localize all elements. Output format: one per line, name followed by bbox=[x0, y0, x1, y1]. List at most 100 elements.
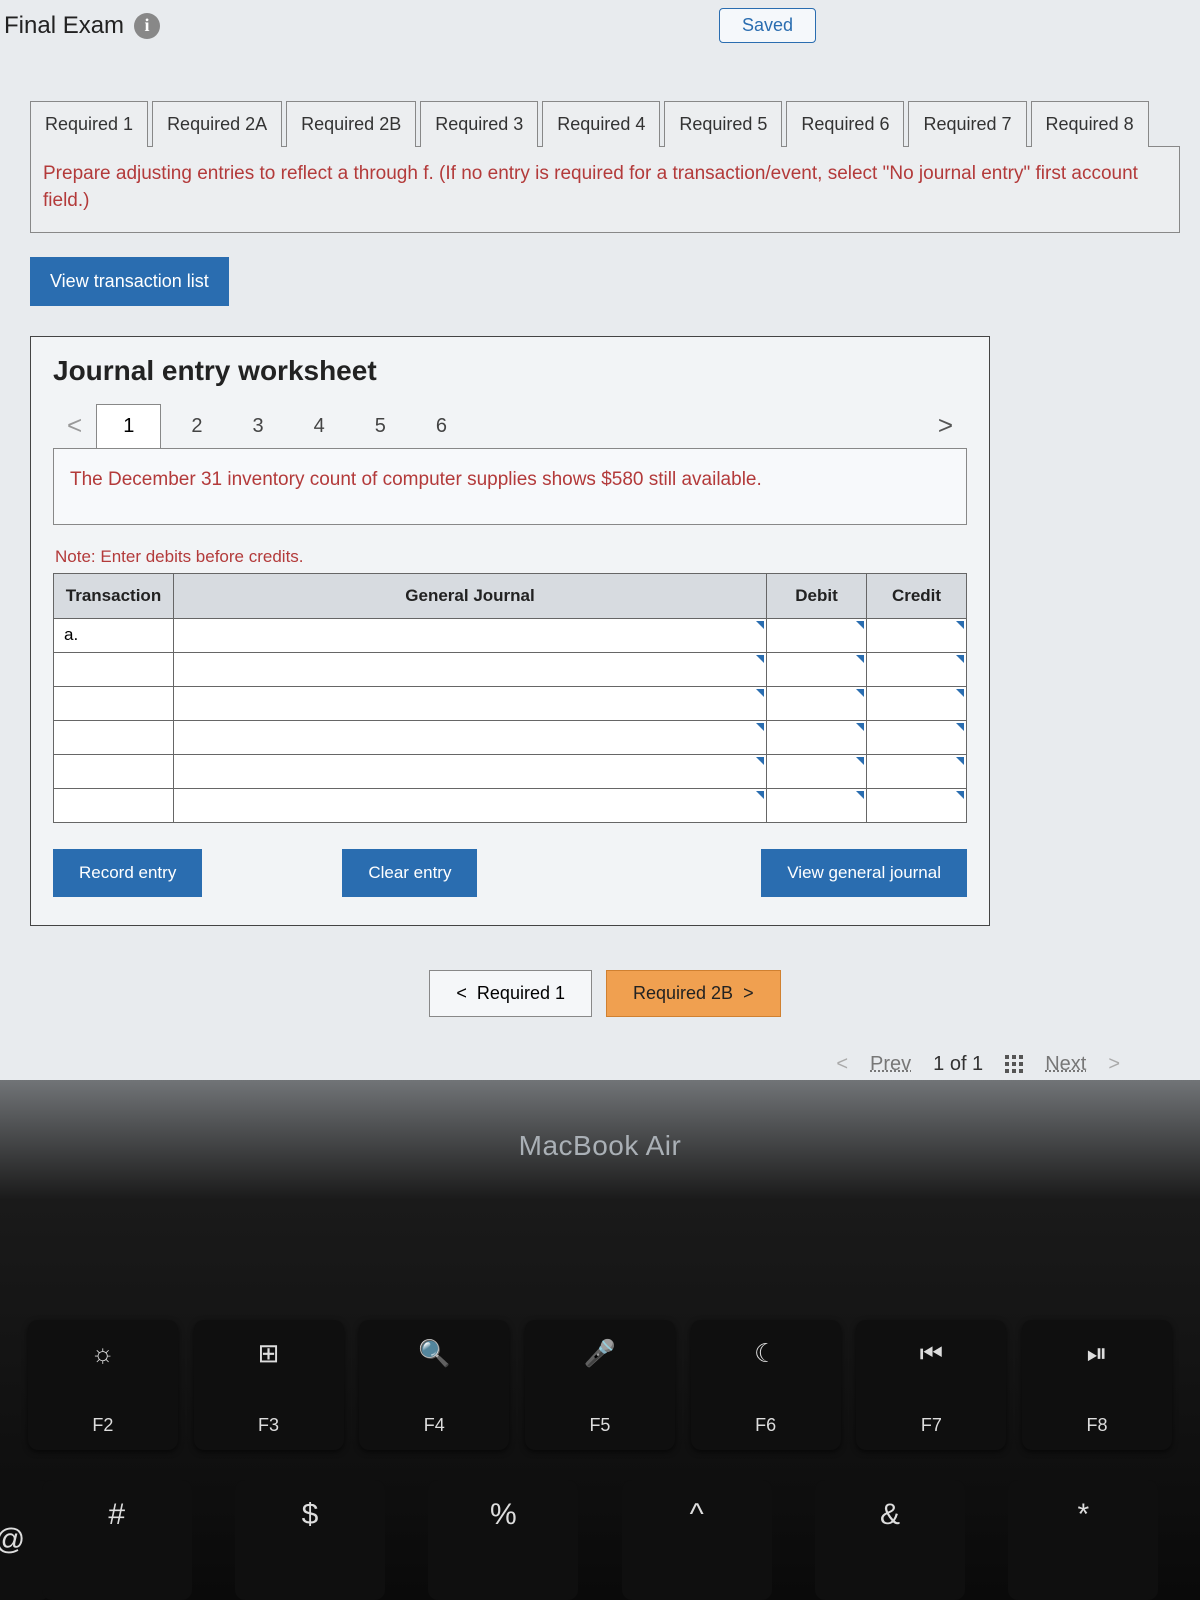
cell-debit[interactable] bbox=[767, 652, 867, 686]
laptop-model-label: MacBook Air bbox=[0, 1130, 1200, 1162]
tab-required-1[interactable]: Required 1 bbox=[30, 101, 148, 147]
worksheet-tab-2[interactable]: 2 bbox=[171, 405, 222, 448]
key-hash: # bbox=[42, 1480, 192, 1600]
key-caret: ^ bbox=[622, 1480, 772, 1600]
page-indicator: 1 of 1 bbox=[933, 1053, 983, 1076]
tab-required-6[interactable]: Required 6 bbox=[786, 101, 904, 147]
cell-general-journal[interactable] bbox=[174, 754, 767, 788]
search-icon: 🔍 bbox=[418, 1338, 450, 1369]
saved-badge: Saved bbox=[719, 8, 816, 43]
moon-icon: ☾ bbox=[754, 1338, 777, 1369]
table-row bbox=[54, 686, 967, 720]
tab-required-4[interactable]: Required 4 bbox=[542, 101, 660, 147]
chevron-left-icon: < bbox=[836, 1053, 848, 1076]
next-required-button[interactable]: Required 2B > bbox=[606, 970, 781, 1017]
cell-debit[interactable] bbox=[767, 686, 867, 720]
col-credit: Credit bbox=[867, 573, 967, 618]
required-tabs: Required 1 Required 2A Required 2B Requi… bbox=[30, 101, 1180, 147]
key-f2: ☼F2 bbox=[28, 1320, 178, 1450]
mic-icon: 🎤 bbox=[584, 1338, 616, 1369]
worksheet-tab-4[interactable]: 4 bbox=[294, 405, 345, 448]
chevron-right-icon: > bbox=[1108, 1053, 1120, 1076]
view-general-journal-button[interactable]: View general journal bbox=[761, 849, 967, 897]
clear-entry-button[interactable]: Clear entry bbox=[342, 849, 477, 897]
col-general-journal: General Journal bbox=[174, 573, 767, 618]
next-required-label: Required 2B bbox=[633, 983, 733, 1004]
key-dollar: $ bbox=[235, 1480, 385, 1600]
instruction-text: Prepare adjusting entries to reflect a t… bbox=[30, 146, 1180, 233]
cell-debit[interactable] bbox=[767, 720, 867, 754]
record-entry-button[interactable]: Record entry bbox=[53, 849, 202, 897]
journal-worksheet: Journal entry worksheet < 1 2 3 4 5 6 > … bbox=[30, 336, 990, 926]
key-f6: ☾F6 bbox=[691, 1320, 841, 1450]
cell-transaction[interactable] bbox=[54, 720, 174, 754]
worksheet-tab-6[interactable]: 6 bbox=[416, 405, 467, 448]
cell-credit[interactable] bbox=[867, 686, 967, 720]
footer-nav: < Prev 1 of 1 Next > bbox=[30, 1053, 1180, 1076]
info-icon[interactable]: i bbox=[134, 13, 160, 39]
table-row bbox=[54, 652, 967, 686]
cell-debit[interactable] bbox=[767, 618, 867, 652]
chevron-left-icon: < bbox=[456, 983, 467, 1004]
key-f4: 🔍F4 bbox=[359, 1320, 509, 1450]
cell-general-journal[interactable] bbox=[174, 720, 767, 754]
cell-debit[interactable] bbox=[767, 788, 867, 822]
tab-required-2b[interactable]: Required 2B bbox=[286, 101, 416, 147]
keyboard-fn-row: ☼F2 ⊞F3 🔍F4 🎤F5 ☾F6 ⏮F7 ⏯F8 bbox=[0, 1320, 1200, 1450]
cell-credit[interactable] bbox=[867, 754, 967, 788]
tab-required-7[interactable]: Required 7 bbox=[908, 101, 1026, 147]
worksheet-title: Journal entry worksheet bbox=[53, 355, 967, 387]
cell-credit[interactable] bbox=[867, 652, 967, 686]
grid-icon[interactable] bbox=[1005, 1055, 1023, 1073]
key-star: * bbox=[1008, 1480, 1158, 1600]
col-debit: Debit bbox=[767, 573, 867, 618]
cell-transaction[interactable]: a. bbox=[54, 618, 174, 652]
table-row bbox=[54, 754, 967, 788]
cell-transaction[interactable] bbox=[54, 652, 174, 686]
table-row: a. bbox=[54, 618, 967, 652]
worksheet-tab-1[interactable]: 1 bbox=[96, 404, 161, 449]
cell-general-journal[interactable] bbox=[174, 788, 767, 822]
prev-required-button[interactable]: < Required 1 bbox=[429, 970, 592, 1017]
chevron-right-icon: > bbox=[743, 983, 754, 1004]
key-amp: & bbox=[815, 1480, 965, 1600]
keyboard-num-row: # $ % ^ & * bbox=[0, 1480, 1200, 1600]
table-row bbox=[54, 720, 967, 754]
cell-credit[interactable] bbox=[867, 788, 967, 822]
table-row bbox=[54, 788, 967, 822]
cell-transaction[interactable] bbox=[54, 686, 174, 720]
tab-required-3[interactable]: Required 3 bbox=[420, 101, 538, 147]
prev-required-label: Required 1 bbox=[477, 983, 565, 1004]
cell-general-journal[interactable] bbox=[174, 686, 767, 720]
view-transaction-list-button[interactable]: View transaction list bbox=[30, 257, 229, 306]
worksheet-tab-3[interactable]: 3 bbox=[232, 405, 283, 448]
brightness-icon: ☼ bbox=[91, 1338, 115, 1369]
key-percent: % bbox=[428, 1480, 578, 1600]
cell-transaction[interactable] bbox=[54, 788, 174, 822]
page-title: Final Exam bbox=[4, 12, 124, 40]
cell-general-journal[interactable] bbox=[174, 618, 767, 652]
tab-required-2a[interactable]: Required 2A bbox=[152, 101, 282, 147]
tab-required-5[interactable]: Required 5 bbox=[664, 101, 782, 147]
prev-page-button[interactable]: Prev bbox=[870, 1053, 911, 1076]
key-f7: ⏮F7 bbox=[856, 1320, 1006, 1450]
tab-required-8[interactable]: Required 8 bbox=[1031, 101, 1149, 147]
worksheet-next-icon[interactable]: > bbox=[924, 404, 967, 447]
cell-credit[interactable] bbox=[867, 720, 967, 754]
cell-general-journal[interactable] bbox=[174, 652, 767, 686]
cell-transaction[interactable] bbox=[54, 754, 174, 788]
key-f8: ⏯F8 bbox=[1022, 1320, 1172, 1450]
key-f3: ⊞F3 bbox=[194, 1320, 344, 1450]
journal-entry-table: Transaction General Journal Debit Credit… bbox=[53, 573, 967, 823]
worksheet-prev-icon[interactable]: < bbox=[53, 404, 96, 447]
rewind-icon: ⏮ bbox=[920, 1338, 943, 1370]
cell-debit[interactable] bbox=[767, 754, 867, 788]
mission-control-icon: ⊞ bbox=[258, 1338, 280, 1369]
col-transaction: Transaction bbox=[54, 573, 174, 618]
cell-credit[interactable] bbox=[867, 618, 967, 652]
play-pause-icon: ⏯ bbox=[1087, 1338, 1108, 1370]
worksheet-note: Note: Enter debits before credits. bbox=[55, 547, 967, 567]
worksheet-tab-5[interactable]: 5 bbox=[355, 405, 406, 448]
worksheet-description: The December 31 inventory count of compu… bbox=[53, 449, 967, 525]
next-page-button[interactable]: Next bbox=[1045, 1053, 1086, 1076]
